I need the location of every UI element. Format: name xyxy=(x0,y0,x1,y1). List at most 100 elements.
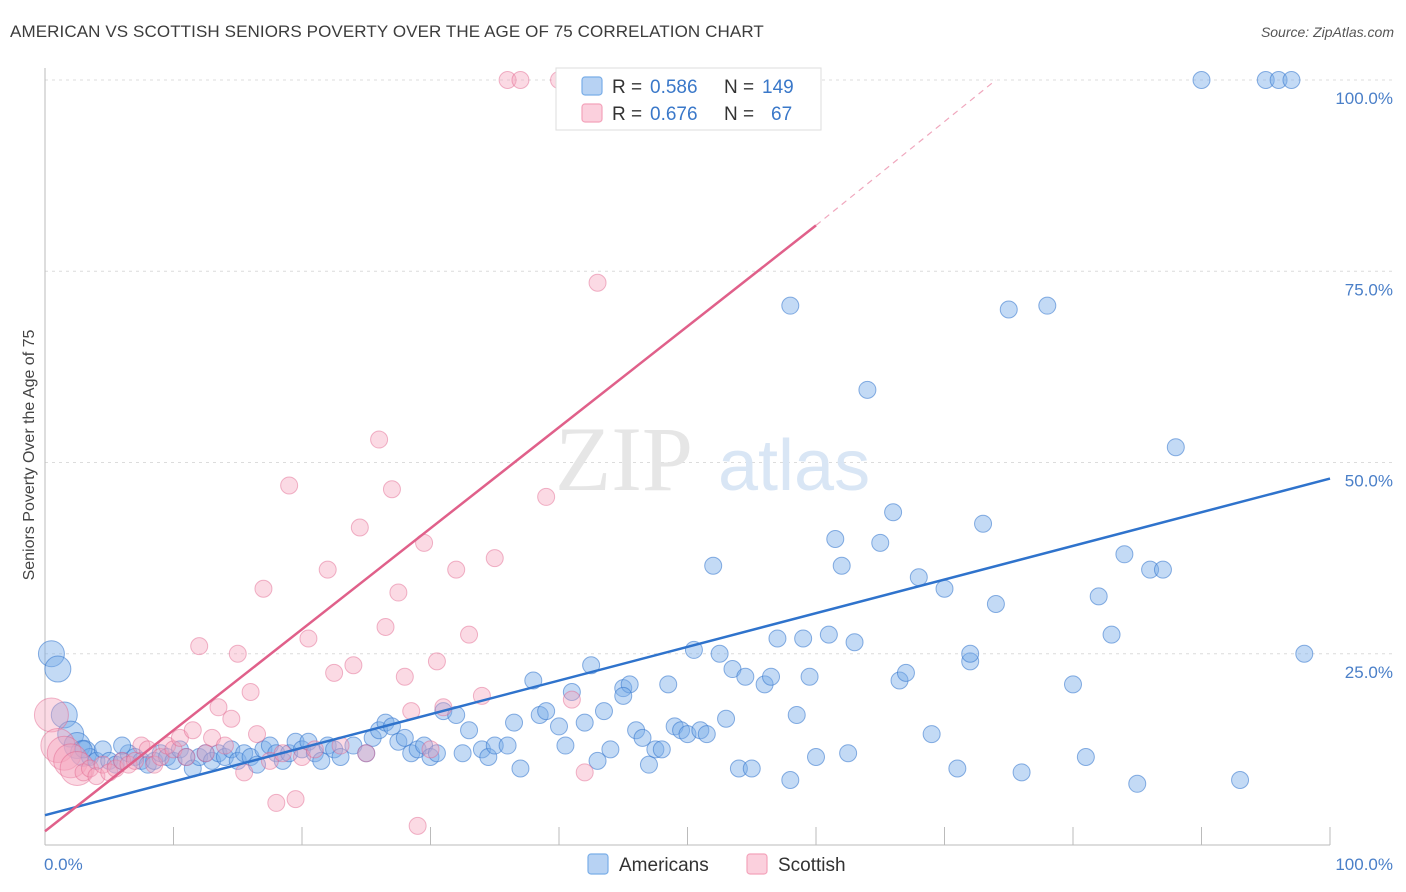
scottish-point xyxy=(395,667,414,686)
scottish-point xyxy=(53,743,89,779)
american-point xyxy=(845,633,864,652)
american-point xyxy=(627,721,646,740)
american-point xyxy=(1153,560,1172,579)
bottom-swatch-americans xyxy=(587,853,609,875)
american-point xyxy=(460,721,479,740)
american-point xyxy=(781,296,800,315)
bottom-swatch-scottish xyxy=(746,853,768,875)
american-point xyxy=(87,751,106,770)
scottish-point xyxy=(267,793,286,812)
american-point xyxy=(742,759,761,778)
american-point xyxy=(575,713,594,732)
scottish-point xyxy=(280,476,299,495)
american-point xyxy=(961,644,980,663)
scottish-point xyxy=(427,652,446,671)
scottish-point xyxy=(177,748,196,767)
american-point xyxy=(1166,438,1185,457)
scottish-point xyxy=(151,748,170,767)
legend-n-label-2: N = xyxy=(724,104,754,125)
scottish-point xyxy=(325,663,344,682)
american-point xyxy=(1231,770,1250,789)
bottom-legend-scottish: Scottish xyxy=(778,855,846,876)
scottish-point xyxy=(183,721,202,740)
american-point xyxy=(1064,675,1082,694)
scottish-point xyxy=(588,273,607,292)
american-point xyxy=(524,671,543,690)
american-point xyxy=(961,652,980,671)
american-point xyxy=(601,740,620,759)
scottish-point xyxy=(286,790,305,809)
american-point xyxy=(1128,774,1147,793)
chart-title: AMERICAN VS SCOTTISH SENIORS POVERTY OVE… xyxy=(10,22,764,41)
american-point xyxy=(196,744,215,763)
scottish-point xyxy=(537,487,556,506)
y-tick-label-0: 25.0% xyxy=(1345,663,1393,682)
legend-box: R = 0.586 N = 149 R = 0.676 N = 67 xyxy=(555,67,822,131)
american-point xyxy=(556,736,575,755)
scottish-point xyxy=(575,763,594,782)
american-point xyxy=(839,744,858,763)
scottish-point xyxy=(485,549,504,568)
american-point xyxy=(427,744,446,763)
legend-r-label-2: R = xyxy=(612,104,642,125)
american-point xyxy=(550,717,568,736)
american-point xyxy=(639,755,658,774)
scottish-point xyxy=(228,644,247,663)
scottish-point xyxy=(87,767,106,786)
scottish-point xyxy=(447,560,466,579)
american-point xyxy=(1102,625,1121,644)
scottish-point xyxy=(196,744,215,763)
legend-n-value-2: 67 xyxy=(771,104,792,125)
american-point xyxy=(70,739,98,767)
scottish-point xyxy=(145,755,164,774)
american-point xyxy=(948,759,967,778)
scottish-point xyxy=(33,697,69,733)
american-point xyxy=(1115,545,1134,564)
american-point xyxy=(800,667,819,686)
american-point xyxy=(999,300,1018,319)
scottish-point xyxy=(209,698,228,717)
american-point xyxy=(312,751,331,770)
scottish-point xyxy=(350,518,369,537)
american-point xyxy=(1076,748,1095,767)
american-point xyxy=(485,736,504,755)
scottish-point xyxy=(254,579,273,598)
american-point xyxy=(93,740,112,759)
scottish-point xyxy=(46,735,82,771)
y-axis-label: Seniors Poverty Over the Age of 75 xyxy=(21,330,38,581)
scottish-point xyxy=(170,728,189,747)
american-point xyxy=(755,675,774,694)
scottish-point xyxy=(190,637,209,656)
scottish-point xyxy=(222,709,241,728)
american-point xyxy=(1295,644,1314,663)
legend-n-value-1: 149 xyxy=(762,77,794,98)
scottish-point xyxy=(235,763,254,782)
american-point xyxy=(729,759,748,778)
american-point xyxy=(325,740,344,759)
american-point xyxy=(395,728,414,747)
american-point xyxy=(1282,71,1301,89)
scottish-point xyxy=(389,583,408,602)
legend-swatch-americans xyxy=(581,76,603,96)
scottish-point xyxy=(80,759,99,778)
american-point xyxy=(113,736,132,755)
legend-n-label-1: N = xyxy=(724,77,754,98)
scottish-point xyxy=(158,736,177,755)
scottish-point xyxy=(74,763,93,782)
scottish-point xyxy=(498,71,517,89)
american-point xyxy=(562,683,581,701)
american-point xyxy=(1089,587,1108,606)
scottish-point xyxy=(59,751,95,786)
scottish-point xyxy=(421,740,440,759)
american-point xyxy=(620,675,639,694)
y-tick-label-1: 50.0% xyxy=(1345,472,1393,491)
scottish-point xyxy=(241,683,260,701)
legend-r-value-2: 0.676 xyxy=(650,104,698,125)
scottish-point xyxy=(357,744,376,763)
american-point xyxy=(170,740,189,759)
scottish-point xyxy=(562,690,581,709)
american-point xyxy=(614,686,633,705)
american-point xyxy=(505,713,524,732)
american-point xyxy=(896,663,915,682)
